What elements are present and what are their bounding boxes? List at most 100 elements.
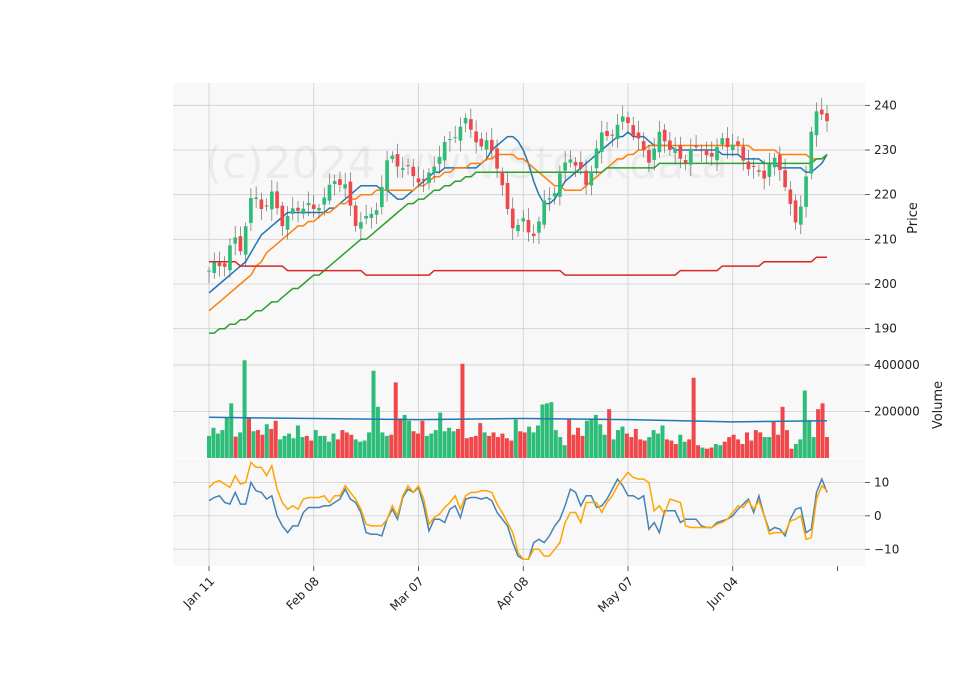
volume-bar <box>282 435 287 458</box>
candle <box>589 165 594 196</box>
candle <box>479 132 484 151</box>
candle <box>327 173 332 205</box>
candle-body <box>778 155 782 170</box>
volume-bar <box>811 437 816 458</box>
candle-body <box>626 117 630 124</box>
volume-bar <box>442 431 447 458</box>
volume-bar <box>611 439 616 458</box>
candle <box>636 120 641 150</box>
candle <box>788 181 793 216</box>
volume-bar <box>255 430 260 458</box>
candle-body <box>662 129 667 142</box>
volume-bar <box>540 404 545 458</box>
volume-bar <box>776 434 781 458</box>
candle-body <box>353 205 358 226</box>
candle-body <box>772 157 777 168</box>
candle <box>442 135 447 167</box>
volume-bar <box>264 424 269 458</box>
volume-bar <box>749 440 754 458</box>
price-grid <box>173 83 865 351</box>
candle-body <box>217 262 222 267</box>
candle-body <box>495 148 499 169</box>
candle-body <box>285 216 290 230</box>
candle <box>500 167 505 196</box>
volume-bar <box>313 430 318 458</box>
candle-body <box>207 270 211 272</box>
volume-bar <box>584 420 589 458</box>
candle-body <box>249 198 253 224</box>
volume-bar <box>727 437 732 458</box>
volume-bar <box>340 430 345 458</box>
candle-body <box>364 215 368 219</box>
candle <box>385 150 389 202</box>
volume-bar <box>318 435 323 458</box>
candle-body <box>673 148 677 153</box>
candle <box>767 153 772 186</box>
candle <box>306 191 311 217</box>
candle <box>647 144 651 172</box>
volume-bar <box>802 390 807 458</box>
y-tick-label: 200 <box>874 277 897 291</box>
candle-body <box>793 200 798 223</box>
candle <box>709 141 714 166</box>
candle-body <box>804 176 808 207</box>
volume-bar <box>273 420 278 458</box>
candle <box>516 218 520 237</box>
candle-body <box>751 166 756 168</box>
candle-body <box>374 210 379 215</box>
candle <box>369 207 374 229</box>
volume-bar <box>509 440 514 458</box>
volume-bar <box>664 439 669 458</box>
volume-axis-label: Volume <box>931 381 946 429</box>
volume-bar <box>660 425 665 458</box>
volume-bar <box>709 447 714 458</box>
oscillator-line <box>208 460 828 561</box>
candle <box>783 158 787 192</box>
volume-bar <box>407 420 412 458</box>
volume-bar <box>233 436 238 458</box>
volume-bar <box>722 441 727 458</box>
candle <box>243 222 248 266</box>
price-ma-lines <box>208 131 828 334</box>
volume-bar <box>287 433 292 458</box>
candle-body <box>631 125 636 137</box>
volume-bar <box>562 445 567 458</box>
candle <box>741 137 746 171</box>
volume-bar <box>549 402 554 458</box>
candle-body <box>212 262 217 273</box>
volume-bar <box>656 433 661 458</box>
candle <box>495 139 499 178</box>
candle <box>411 159 416 187</box>
volume-bar <box>335 439 340 458</box>
y-tick-label: 240 <box>874 98 897 112</box>
candle <box>652 137 657 171</box>
volume-bar <box>696 445 701 458</box>
candle-body <box>720 138 725 145</box>
volume-bar <box>651 430 656 458</box>
candle <box>715 138 719 172</box>
candle <box>683 154 688 171</box>
y-tick-label: 230 <box>874 143 897 157</box>
candle <box>322 187 327 216</box>
candle-body <box>741 146 746 161</box>
candle-body <box>411 166 416 177</box>
candle-body <box>317 207 321 211</box>
volume-bar <box>624 433 629 458</box>
volume-bar <box>536 425 541 458</box>
volume-bar <box>215 433 220 458</box>
volume-bar <box>362 440 367 458</box>
candle-body <box>489 139 494 151</box>
candle <box>458 117 463 152</box>
candle <box>280 201 285 237</box>
candle <box>317 204 321 219</box>
candle <box>374 202 379 225</box>
candle-body <box>322 197 327 205</box>
volume-bar <box>607 409 612 458</box>
candle <box>437 145 442 174</box>
candle-body <box>474 131 478 143</box>
candle-body <box>647 150 651 163</box>
volume-bar <box>455 428 460 458</box>
candle <box>343 172 348 198</box>
candle-body <box>369 213 374 219</box>
price-y-axis: 190 200 210 220 230 240 <box>865 98 897 336</box>
